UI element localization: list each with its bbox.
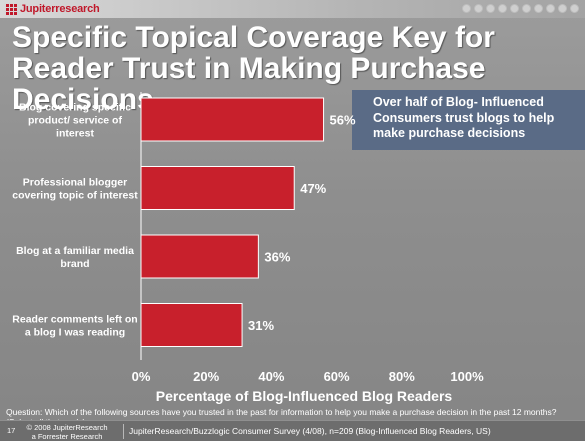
x-tick-label: 80% (389, 369, 415, 384)
bar (140, 166, 295, 210)
x-tick-label: 60% (324, 369, 350, 384)
value-label: 36% (264, 250, 290, 265)
x-tick-label: 20% (193, 369, 219, 384)
value-label: 56% (330, 113, 356, 128)
bar (140, 234, 259, 279)
category-label: Blog covering specific product/ service o… (19, 102, 131, 140)
jupiterresearch-logo: Jupiterresearch (6, 2, 100, 16)
bar (140, 97, 325, 142)
copyright: © 2008 JupiterResearch a Forrester Resea… (17, 423, 117, 441)
copyright-line-2: a Forrester Research company (31, 432, 103, 441)
decorative-dots (462, 4, 579, 13)
footer-divider (123, 424, 124, 439)
x-tick-label: 100% (450, 369, 484, 384)
category-label: Reader comments left on a blog I was read… (12, 314, 137, 339)
x-axis-label: Percentage of Blog-Influenced Blog Reade… (155, 388, 453, 404)
logo-text: Jupiterresearch (20, 3, 100, 15)
value-label: 31% (248, 318, 274, 333)
source-citation: JupiterResearch/Buzzlogic Consumer Surve… (129, 426, 491, 436)
callout-box: Over half of Blog- Influenced Consumers … (352, 90, 585, 150)
x-tick-label: 0% (132, 369, 151, 384)
top-bar: Jupiterresearch (0, 0, 585, 18)
slide-number: 17 (7, 426, 16, 435)
logo-grid-icon (6, 3, 17, 15)
footer: 17 © 2008 JupiterResearch a Forrester Re… (0, 420, 585, 441)
category-label: Professional blogger covering topic of in… (12, 177, 138, 202)
category-label: Blog at a familiar media brand (16, 245, 134, 270)
value-label: 47% (300, 181, 326, 196)
bar (140, 303, 243, 347)
copyright-line-1: © 2008 JupiterResearch (26, 423, 108, 432)
x-tick-label: 40% (258, 369, 284, 384)
slide-title: Specific Topical Coverage Key for Reader… (12, 21, 495, 116)
